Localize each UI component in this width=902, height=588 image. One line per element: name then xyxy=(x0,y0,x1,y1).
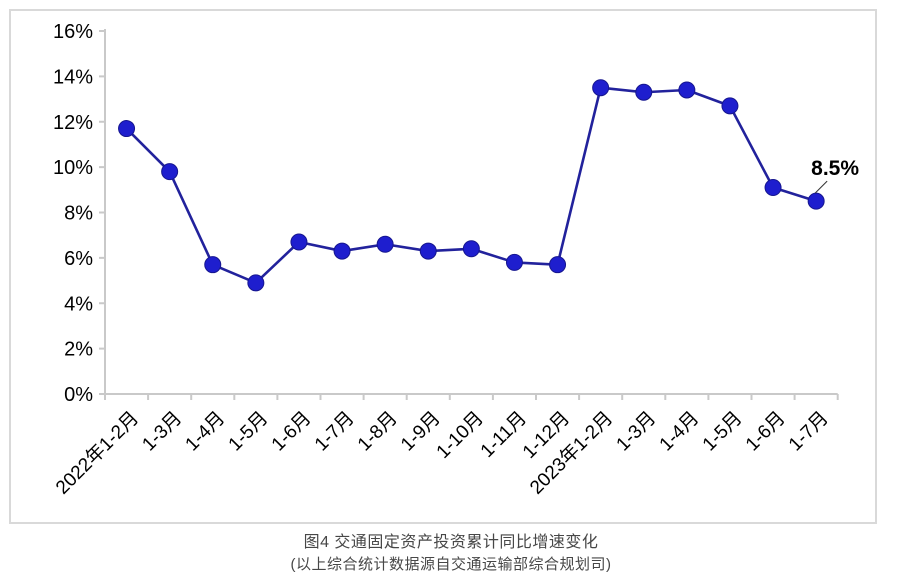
x-tick-label: 1-3月 xyxy=(138,408,186,456)
figure-caption: 图4 交通固定资产投资累计同比增速变化 (以上综合统计数据源自交通运输部综合规划… xyxy=(0,531,902,576)
data-point xyxy=(721,97,739,115)
x-tick-label: 2022年1-2月 xyxy=(51,407,143,499)
data-point xyxy=(505,253,523,271)
annotation-label: 8.5% xyxy=(811,157,859,180)
x-tick-label: 1-5月 xyxy=(699,408,747,456)
y-tick-label: 2% xyxy=(64,339,93,361)
x-tick-label: 1-7月 xyxy=(785,408,833,456)
data-point xyxy=(635,83,653,101)
line-chart: 0%2%4%6%8%10%12%14%16%2022年1-2月1-3月1-4月1… xyxy=(51,21,859,499)
x-tick-label: 1-8月 xyxy=(354,408,402,456)
x-tick-label: 1-4月 xyxy=(656,408,704,456)
y-tick-label: 8% xyxy=(64,203,93,225)
x-tick-label: 1-4月 xyxy=(182,408,230,456)
data-point xyxy=(549,256,567,274)
y-tick-label: 4% xyxy=(64,293,93,315)
y-tick-label: 0% xyxy=(64,384,93,406)
data-point xyxy=(333,242,351,260)
y-tick-label: 14% xyxy=(53,66,93,88)
data-point xyxy=(678,81,696,99)
x-tick-label: 1-11月 xyxy=(477,408,531,462)
data-point xyxy=(764,179,782,197)
figure-caption-title: 图4 交通固定资产投资累计同比增速变化 xyxy=(303,534,599,551)
data-point xyxy=(376,235,394,253)
data-point xyxy=(419,242,437,260)
x-tick-label: 1-7月 xyxy=(311,408,359,456)
data-point xyxy=(204,256,222,274)
data-point xyxy=(807,192,825,210)
y-tick-label: 10% xyxy=(53,157,93,179)
data-point xyxy=(462,240,480,258)
annotation-leader-line xyxy=(814,180,828,194)
figure-caption-source: (以上综合统计数据源自交通运输部综合规划司) xyxy=(290,556,612,573)
chart-frame: 0% 2% 4% 6% 8% 10% 12% 14% 16% 2022年1-2月 1-3月 1-4月 1… xyxy=(9,9,877,524)
data-point xyxy=(592,79,610,97)
data-point xyxy=(118,120,136,138)
x-tick-label: 1-6月 xyxy=(268,408,316,456)
x-tick-label: 1-5月 xyxy=(225,408,273,456)
data-point xyxy=(290,233,308,251)
y-tick-label: 16% xyxy=(53,21,93,43)
data-point xyxy=(161,163,179,181)
y-tick-label: 6% xyxy=(64,248,93,270)
x-tick-label: 1-10月 xyxy=(433,408,488,463)
x-tick-label: 1-3月 xyxy=(613,408,661,456)
y-tick-label: 12% xyxy=(53,112,93,134)
x-tick-label: 1-6月 xyxy=(742,408,790,456)
data-point xyxy=(247,274,265,292)
